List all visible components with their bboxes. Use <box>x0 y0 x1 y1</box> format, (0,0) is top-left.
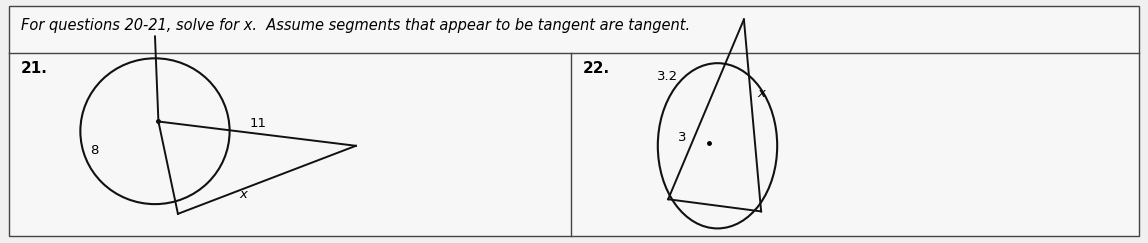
Text: 11: 11 <box>250 117 266 130</box>
Text: 22.: 22. <box>583 61 611 76</box>
Text: x: x <box>758 87 766 100</box>
Text: 8: 8 <box>90 144 99 157</box>
Text: 21.: 21. <box>21 61 47 76</box>
Text: 3.2: 3.2 <box>658 70 678 83</box>
Text: 3: 3 <box>678 131 687 144</box>
Text: x: x <box>240 188 247 201</box>
Text: For questions 20-21, solve for x.  Assume segments that appear to be tangent are: For questions 20-21, solve for x. Assume… <box>21 18 690 33</box>
